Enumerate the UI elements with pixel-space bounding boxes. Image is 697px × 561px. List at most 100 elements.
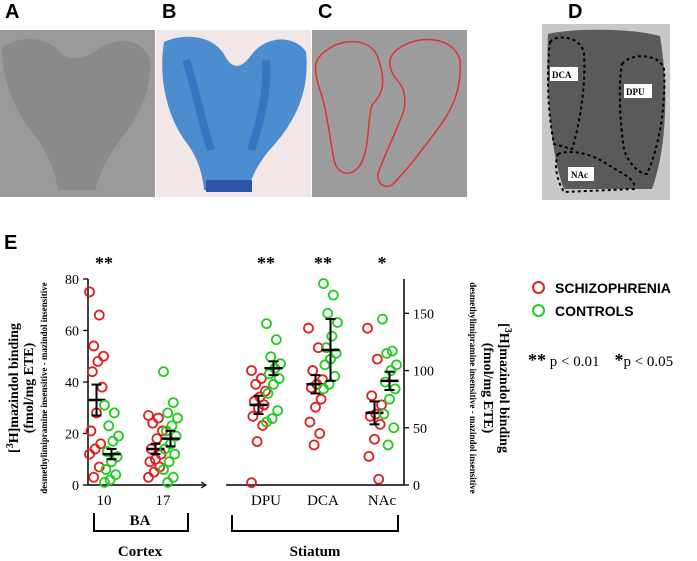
right-y-tick-label: 50 [413,422,427,437]
right-y-tick-label: 150 [413,307,434,322]
panel-label-c: C [318,1,333,23]
data-point [322,307,334,319]
outlined-section-c [312,30,467,197]
data-point [382,439,394,451]
data-point [366,390,378,402]
data-point [172,412,183,424]
data-point [312,342,324,354]
data-point [332,317,343,328]
sig-single-star: * [614,350,624,370]
left-y-axis-sublabel: desmethylimipramine insensitive - mazind… [39,282,49,494]
data-point [144,456,156,468]
data-point [162,407,174,419]
data-point [159,443,171,455]
significance-key: ** p < 0.01 *p < 0.05 [528,350,673,371]
data-point [260,385,271,397]
data-point [84,448,95,460]
region-label-nac: NAc [571,170,588,180]
data-point [110,469,122,481]
data-point [246,477,257,489]
data-point [318,278,329,289]
data-point [84,286,95,298]
x-category-label: 17 [156,493,172,509]
data-point [362,322,373,334]
data-point [391,359,402,371]
data-point [369,433,380,445]
data-point [152,412,164,424]
data-point [107,435,119,447]
right-y-axis-unit: (fmol/mg ETE) [480,343,495,434]
data-point [262,388,274,399]
legend-label-schizophrenia: SCHIZOPHRENIA [555,280,671,296]
left-y-axis-label: [3H]mazindol binding [5,323,23,453]
legend-label-controls: CONTROLS [555,303,634,319]
legend-marker-controls [532,304,545,317]
data-point [169,448,181,460]
data-point [104,474,116,486]
data-point [266,413,278,425]
legend-marker-schizophrenia [532,281,545,294]
data-point [93,461,105,473]
data-point [270,334,282,346]
left-y-tick-label: 80 [65,273,79,288]
data-point [310,401,321,413]
data-point [384,393,395,405]
panel-label-e: E [4,232,18,254]
data-point [108,407,120,419]
data-point [373,473,385,485]
stained-section-b [156,30,311,197]
data-point [255,373,267,384]
left-x-axis-arrow [200,481,208,489]
data-point [86,366,98,378]
data-point [88,471,100,483]
legend-schizophrenia: SCHIZOPHRENIA [532,280,671,296]
left-y-tick-label: 0 [72,479,79,494]
right-y-axis-label: [3H]mazindol binding [496,323,514,453]
autoradiograph-a [0,30,155,197]
left-y-tick-label: 60 [65,325,79,340]
data-point [167,397,179,409]
left-y-tick-label: 20 [65,428,79,443]
data-point [315,393,327,405]
sig-double-star: ** [528,350,546,370]
data-point [99,477,110,488]
striatum-bracket [231,515,399,532]
data-point [386,345,398,357]
data-point [85,425,97,437]
data-point [378,408,390,420]
x-category-label: DCA [307,493,339,509]
right-y-axis-sublabel: desmethylimipramine insensitive - mazind… [468,282,478,494]
data-point [273,373,285,384]
labeled-section-d: DCA DPU NAc [542,24,670,200]
data-point [247,410,259,422]
data-point [389,383,401,395]
brain-section-shape-b [162,36,307,192]
brain-section-shape-a [2,39,151,191]
data-point [329,370,341,382]
legend-controls: CONTROLS [532,303,634,319]
data-point [385,365,397,376]
data-point [99,399,110,411]
data-point [113,430,124,442]
ba-bracket-label: BA [130,513,151,529]
data-point [371,353,383,365]
significance-star: ** [95,253,113,273]
data-point [263,368,275,380]
data-point [251,436,263,447]
data-point [303,322,314,334]
data-point [147,417,159,429]
sig-double-text: p < 0.01 [549,354,600,370]
data-point [314,428,326,439]
data-point [261,318,272,330]
panel-label-b: B [162,1,177,23]
data-point [272,405,284,417]
x-category-label: NAc [368,493,397,509]
ba-bracket [93,513,189,532]
cortex-region-label: Cortex [118,544,163,560]
data-point [167,471,179,483]
data-point [166,420,178,432]
left-y-axis-unit: (fmol/mg ETE) [22,342,37,433]
data-point [319,359,331,371]
data-point [95,438,107,450]
data-point [318,383,329,395]
